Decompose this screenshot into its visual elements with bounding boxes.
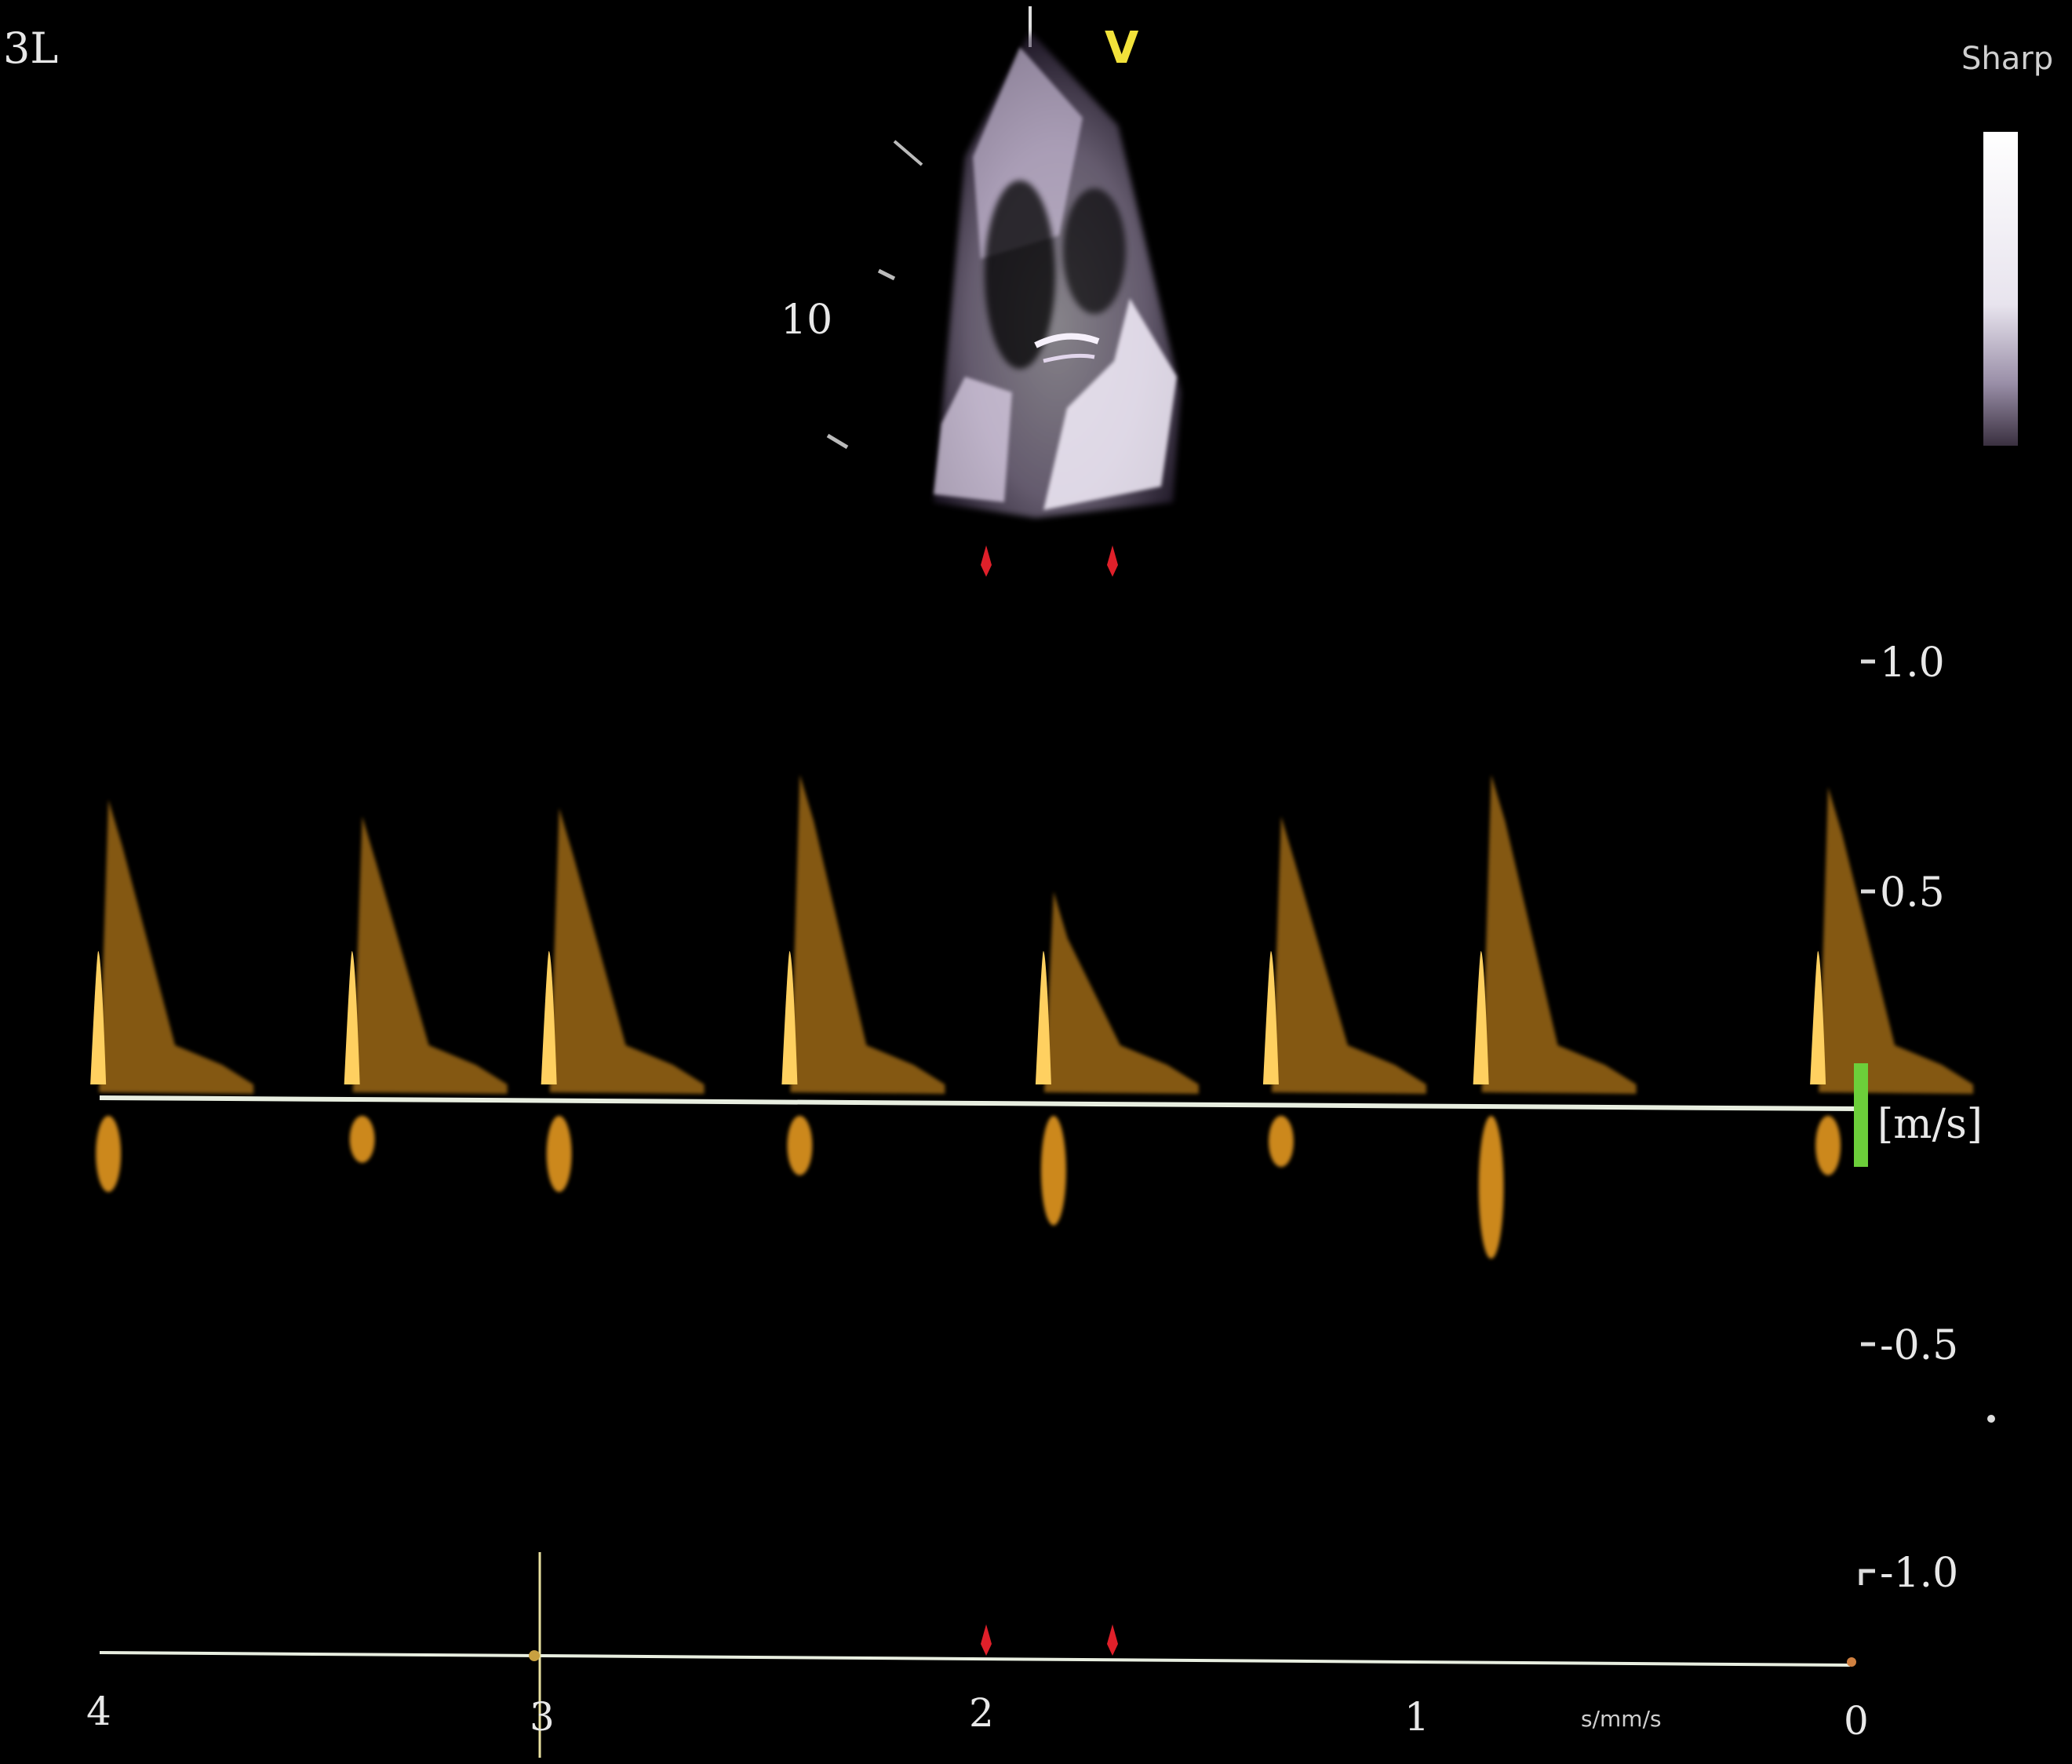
ecg-marker-time <box>981 1624 992 1656</box>
doppler-reverse-flow <box>1815 1116 1841 1175</box>
doppler-envelope <box>1043 891 1199 1094</box>
depth-label: 10 <box>781 297 832 344</box>
velocity-tick-label: 0.5 <box>1880 869 1945 917</box>
doppler-reverse-flow <box>546 1116 572 1193</box>
doppler-spike <box>541 951 557 1084</box>
sweep-speed-label: s/mm/s <box>1581 1706 1662 1732</box>
doppler-beat <box>541 807 705 1193</box>
velocity-tick-label: -0.5 <box>1880 1322 1958 1369</box>
echo-2d-image <box>826 31 1181 518</box>
doppler-spike <box>90 951 107 1084</box>
ecg-marker-time <box>1107 1624 1118 1656</box>
doppler-envelope <box>1271 816 1426 1094</box>
baseline-gain-indicator[interactable] <box>1854 1063 1868 1167</box>
doppler-baseline <box>99 1095 1856 1111</box>
velocity-unit-label: [m/s] <box>1877 1101 1983 1148</box>
doppler-spike <box>1035 951 1051 1084</box>
doppler-reverse-flow <box>1478 1116 1504 1259</box>
time-tick-label: 3 <box>530 1694 555 1740</box>
doppler-envelope <box>99 799 254 1094</box>
ecg-markers-2d <box>981 545 1118 577</box>
doppler-spike <box>1473 951 1489 1084</box>
grayscale-map-bar <box>1983 132 2018 446</box>
time-tick-label: 0 <box>1844 1698 1869 1744</box>
doppler-spike <box>344 951 360 1084</box>
sector-marker: V <box>1105 23 1139 74</box>
time-axis: 4 3 2 1 s/mm/s 0 <box>86 1552 1869 1758</box>
doppler-envelope <box>352 816 508 1094</box>
time-tick-label: 2 <box>969 1690 994 1736</box>
doppler-envelope <box>549 807 705 1094</box>
doppler-beat <box>1473 774 1637 1259</box>
doppler-beat <box>1810 787 1974 1175</box>
velocity-tick-label: -1.0 <box>1880 1550 1958 1597</box>
preset-label: Sharp <box>1961 41 2053 77</box>
doppler-reverse-flow <box>349 1116 375 1163</box>
time-tick-label: 1 <box>1404 1694 1429 1740</box>
doppler-beat <box>1262 816 1426 1168</box>
doppler-reverse-flow <box>1268 1116 1294 1168</box>
doppler-envelope <box>1481 774 1637 1094</box>
doppler-beat <box>90 799 254 1193</box>
doppler-spike <box>1810 951 1826 1084</box>
doppler-reverse-flow <box>96 1116 122 1193</box>
doppler-spike <box>781 951 798 1084</box>
doppler-spectrum <box>90 774 1974 1259</box>
time-axis-line <box>99 1651 1851 1667</box>
doppler-envelope <box>790 774 945 1094</box>
doppler-reverse-flow <box>787 1116 813 1175</box>
doppler-beat <box>781 774 945 1175</box>
doppler-envelope <box>1819 787 1974 1094</box>
probe-label: 3L <box>3 24 58 73</box>
velocity-tick-mark <box>1859 1569 1875 1585</box>
time-cursor-handle[interactable] <box>529 1650 540 1661</box>
time-axis-end-marker <box>1847 1657 1856 1667</box>
scale-dot <box>1987 1415 1995 1423</box>
velocity-tick-label: 1.0 <box>1880 640 1945 687</box>
time-tick-label: 4 <box>86 1689 111 1734</box>
velocity-scale: 1.0 0.5 -0.5 -1.0 <box>1859 640 1958 1597</box>
doppler-beat <box>1035 891 1199 1226</box>
doppler-spike <box>1262 951 1279 1084</box>
doppler-beat <box>344 816 508 1163</box>
doppler-reverse-flow <box>1040 1116 1066 1226</box>
